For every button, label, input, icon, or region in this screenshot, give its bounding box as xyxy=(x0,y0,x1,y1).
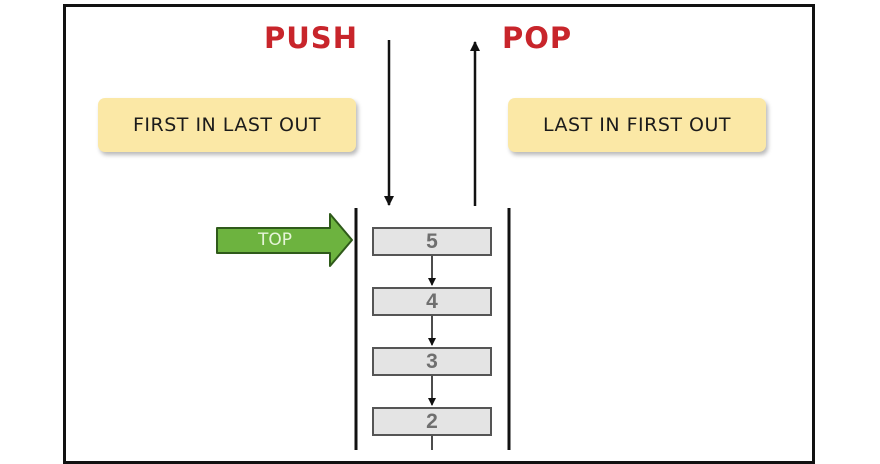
last-in-first-out-note: LAST IN FIRST OUT xyxy=(508,98,766,152)
first-in-last-out-note: FIRST IN LAST OUT xyxy=(98,98,356,152)
stack-item: 2 xyxy=(372,407,492,436)
stack-item: 3 xyxy=(372,347,492,376)
top-pointer-label: TOP xyxy=(257,230,293,250)
top-pointer-arrow xyxy=(216,213,353,267)
pop-label: POP xyxy=(502,21,573,55)
stack-diagram-lines xyxy=(216,40,511,450)
stack-item: 5 xyxy=(372,227,492,256)
push-label: PUSH xyxy=(264,21,358,55)
stack-item: 4 xyxy=(372,287,492,316)
